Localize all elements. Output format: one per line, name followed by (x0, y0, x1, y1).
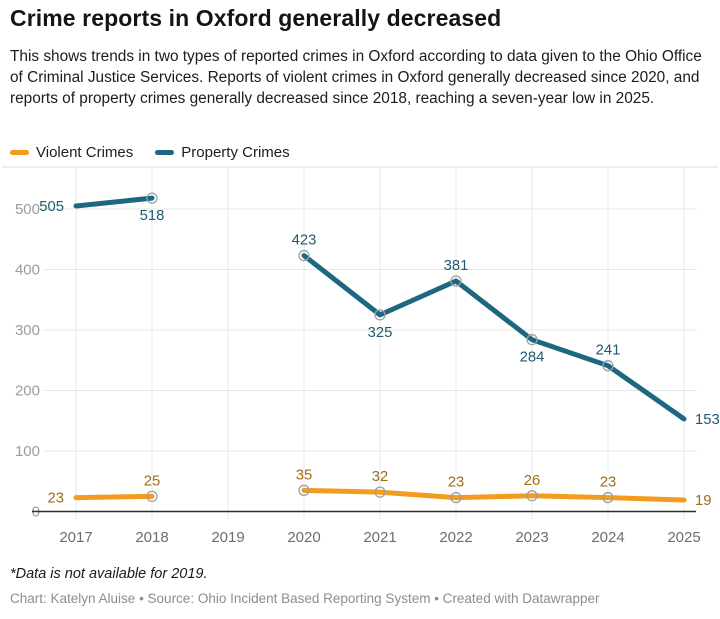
data-point-marker (374, 309, 386, 321)
data-point-marker (602, 491, 614, 504)
value-label: 423 (292, 233, 317, 249)
x-tick-label: 2021 (363, 529, 396, 546)
data-point-marker (374, 486, 386, 498)
chart-title: Crime reports in Oxford generally decrea… (10, 5, 502, 31)
chart-footnote: *Data is not available for 2019. (10, 566, 208, 582)
series-line (73, 493, 155, 501)
value-label: 26 (524, 473, 540, 489)
legend-label: Violent Crimes (36, 144, 134, 161)
value-label: 35 (296, 467, 312, 483)
chart-legend: Violent Crimes Property Crimes (10, 144, 290, 161)
chart-credit-line: Chart: Katelyn Aluise • Source: Ohio Inc… (10, 591, 600, 606)
y-tick-label: 500 (15, 201, 40, 218)
data-point-marker (146, 490, 158, 503)
y-tick-label: 400 (15, 262, 40, 279)
value-label: 241 (596, 343, 621, 359)
x-tick-label: 2017 (59, 529, 92, 546)
data-point-marker (450, 491, 462, 504)
data-point-marker (526, 334, 538, 346)
x-tick-label: 2019 (211, 529, 244, 546)
value-label: 23 (448, 475, 464, 491)
x-tick-label: 2025 (667, 529, 700, 546)
series-line (301, 253, 687, 422)
series-line (301, 487, 687, 503)
legend-swatch-icon (10, 150, 29, 155)
value-label: 19 (695, 493, 711, 509)
x-tick-label: 2022 (439, 529, 472, 546)
value-label: 23 (600, 475, 616, 491)
legend-item-property-crimes: Property Crimes (155, 144, 290, 161)
data-point-marker (298, 249, 310, 262)
y-tick-label: 300 (15, 322, 40, 339)
x-tick-label: 2020 (287, 529, 320, 546)
x-tick-label: 2018 (135, 529, 168, 546)
value-label: 325 (368, 325, 393, 341)
series-line (73, 195, 155, 209)
value-label: 32 (372, 469, 388, 485)
value-label: 381 (444, 258, 469, 274)
x-tick-label: 2023 (515, 529, 548, 546)
chart-description: This shows trends in two types of report… (10, 48, 702, 107)
data-point-marker (298, 484, 310, 496)
legend-label: Property Crimes (181, 144, 290, 161)
x-tick-label: 2024 (591, 529, 624, 546)
legend-swatch-icon (155, 150, 175, 155)
value-label: 23 (48, 491, 64, 507)
data-point-marker (450, 275, 462, 287)
y-tick-label: 200 (15, 383, 40, 400)
value-label: 505 (39, 199, 64, 215)
value-label: 153 (695, 412, 720, 428)
value-label: 284 (520, 350, 545, 366)
value-label: 518 (140, 208, 165, 224)
legend-item-violent-crimes: Violent Crimes (10, 144, 133, 161)
y-tick-label: 100 (15, 443, 40, 460)
data-point-marker (146, 192, 158, 204)
data-point-marker (526, 490, 538, 502)
data-point-marker (602, 360, 614, 372)
value-label: 25 (144, 473, 160, 489)
